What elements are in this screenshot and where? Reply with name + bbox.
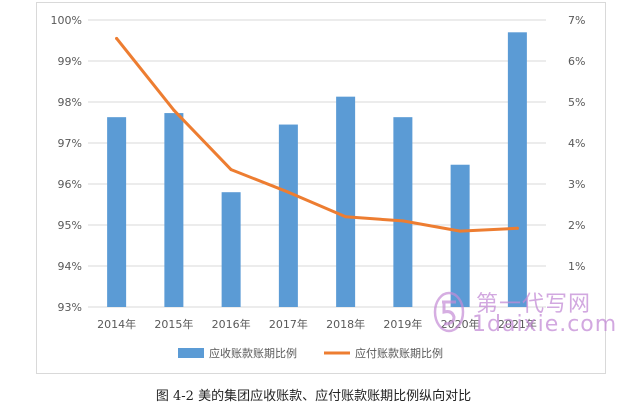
line-payable [115, 36, 519, 233]
bar-receivable [107, 117, 127, 307]
watermark: 第一代写网 1daixie.com [432, 286, 622, 346]
x-tick-label: 2017年 [269, 317, 308, 331]
chart-canvas: 93% 94% 95% 96% 97% 98% 99% 100% 1% 2% 3% 4% 5% 6% 7% 2… [51, 14, 586, 360]
x-tick-label: 2019年 [383, 317, 422, 331]
x-tick-label: 2015年 [154, 317, 193, 331]
line-point-payable [286, 190, 290, 194]
line-point-payable [515, 226, 519, 230]
line-point-payable [172, 108, 176, 112]
y-left-tick-label: 100% [51, 14, 82, 27]
x-tick-label: 2014年 [97, 317, 136, 331]
x-tick-label: 2021年 [498, 317, 537, 331]
chart-frame [36, 2, 606, 374]
y-right-tick-label: 6% [568, 55, 585, 68]
y-left-tick-label: 97% [58, 137, 82, 150]
y-right-tick-label: 1% [568, 260, 585, 273]
y-right-tick-label: 2% [568, 219, 585, 232]
line-point-payable [115, 36, 119, 40]
bar-receivable [278, 124, 298, 307]
legend-swatch-receivable [178, 348, 204, 358]
line-point-payable [229, 168, 233, 172]
y-left-tick-label: 95% [58, 219, 82, 232]
line-point-payable [458, 229, 462, 233]
figure-caption: 图 4-2 美的集团应收账款、应付账款账期比例纵向对比 [155, 389, 472, 404]
watermark-text-top: 第一代写网 [476, 292, 592, 317]
y-left-tick-label: 98% [58, 96, 82, 109]
watermark-logo-icon [433, 291, 465, 333]
bar-receivable [221, 192, 241, 307]
legend-label-receivable: 应收账款账期比例 [209, 346, 297, 360]
y-left-tick-label: 94% [58, 260, 82, 273]
line-point-payable [401, 219, 405, 223]
y-left-tick-label: 99% [58, 55, 82, 68]
bar-receivable [507, 32, 527, 308]
x-tick-label: 2016年 [212, 317, 251, 331]
bar-receivable [164, 113, 184, 307]
y-left-tick-label: 96% [58, 178, 82, 191]
y-left-tick-label: 93% [58, 301, 82, 314]
y-right-tick-label: 3% [568, 178, 585, 191]
bar-receivable [450, 164, 470, 307]
y-right-tick-label: 4% [568, 137, 585, 150]
legend-label-payable: 应付账款账期比例 [355, 346, 443, 360]
y-right-tick-label: 5% [568, 96, 585, 109]
line-point-payable [344, 215, 348, 219]
bar-receivable [336, 96, 356, 307]
x-tick-label: 2018年 [326, 317, 365, 331]
y-right-tick-label: 7% [568, 14, 585, 27]
watermark-text-bottom: 1daixie.com [472, 312, 618, 337]
bar-receivable [393, 117, 413, 307]
